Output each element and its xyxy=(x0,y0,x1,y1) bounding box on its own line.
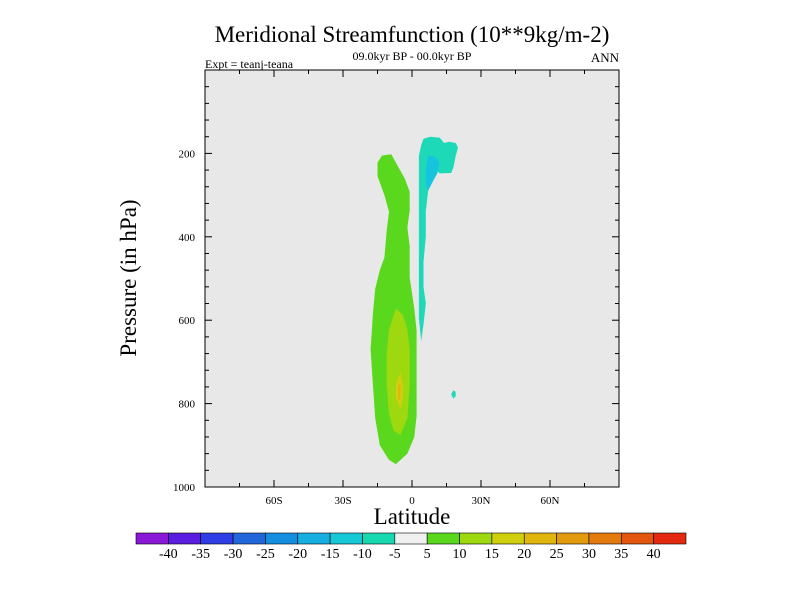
colorbar: -40 -35 -30 -25 -20 -15 -10 -5 5 10 15 20 25 30 35 40 xyxy=(135,532,687,562)
contour-region-1 xyxy=(418,136,458,342)
colorbar-swatch xyxy=(362,532,396,545)
colorbar-label: -25 xyxy=(256,547,275,562)
tick-layer: 60S 30S 0 30N 60N 200 400 600 800 1000 xyxy=(173,70,619,507)
colorbar-swatch xyxy=(394,532,428,545)
x-tick-label: 0 xyxy=(409,495,415,507)
colorbar-label: -30 xyxy=(224,547,243,562)
contour-region-5 xyxy=(386,308,410,435)
colorbar-label: 5 xyxy=(424,547,431,562)
contour-region-2 xyxy=(425,155,440,191)
colorbar-swatch xyxy=(653,532,687,545)
x-tick-label: 60S xyxy=(265,495,282,507)
y-tick-label: 400 xyxy=(179,232,196,244)
colorbar-label: 25 xyxy=(550,547,564,562)
colorbar-label: 20 xyxy=(517,547,531,562)
colorbar-swatch xyxy=(200,532,234,545)
colorbar-swatch xyxy=(297,532,331,545)
colorbar-swatch xyxy=(523,532,557,545)
y-tick-label: 600 xyxy=(179,315,196,327)
x-tick-label: 30S xyxy=(334,495,351,507)
colorbar-swatch xyxy=(459,532,493,545)
contour-layer xyxy=(370,136,458,465)
x-tick-label: 60N xyxy=(541,495,560,507)
contour-region-7 xyxy=(398,383,401,401)
y-axis-title: Pressure (in hPa) xyxy=(116,199,141,356)
colorbar-label: 40 xyxy=(647,547,661,562)
colorbar-label: 35 xyxy=(614,547,628,562)
season-label: ANN xyxy=(591,50,620,65)
colorbar-label: -20 xyxy=(288,547,307,562)
colorbar-label: -40 xyxy=(159,547,178,562)
colorbar-label: 10 xyxy=(453,547,467,562)
colorbar-label: -10 xyxy=(353,547,372,562)
colorbar-label: -35 xyxy=(191,547,210,562)
y-tick-label: 800 xyxy=(179,399,196,411)
colorbar-swatch xyxy=(426,532,460,545)
colorbar-swatch xyxy=(620,532,654,545)
colorbar-label: -5 xyxy=(389,547,401,562)
x-axis-title: Latitude xyxy=(374,504,451,529)
colorbar-swatch xyxy=(232,532,266,545)
chart-title: Meridional Streamfunction (10**9kg/m-2) xyxy=(215,22,610,47)
colorbar-swatch xyxy=(168,532,202,545)
colorbar-label: -15 xyxy=(321,547,340,562)
y-tick-label: 200 xyxy=(179,148,196,160)
colorbar-swatch xyxy=(329,532,363,545)
y-tick-label: 1000 xyxy=(173,482,196,494)
experiment-label: Expt = teanj-teana xyxy=(205,57,294,71)
x-tick-label: 30N xyxy=(472,495,491,507)
colorbar-swatch xyxy=(556,532,590,545)
colorbar-swatch xyxy=(135,532,169,545)
colorbar-label: 15 xyxy=(485,547,499,562)
colorbar-swatch xyxy=(491,532,525,545)
chart-subtitle: 09.0kyr BP - 00.0kyr BP xyxy=(353,49,472,63)
contour-region-3 xyxy=(451,390,456,399)
colorbar-swatch xyxy=(265,532,299,545)
colorbar-swatch xyxy=(588,532,622,545)
colorbar-label: 30 xyxy=(582,547,596,562)
